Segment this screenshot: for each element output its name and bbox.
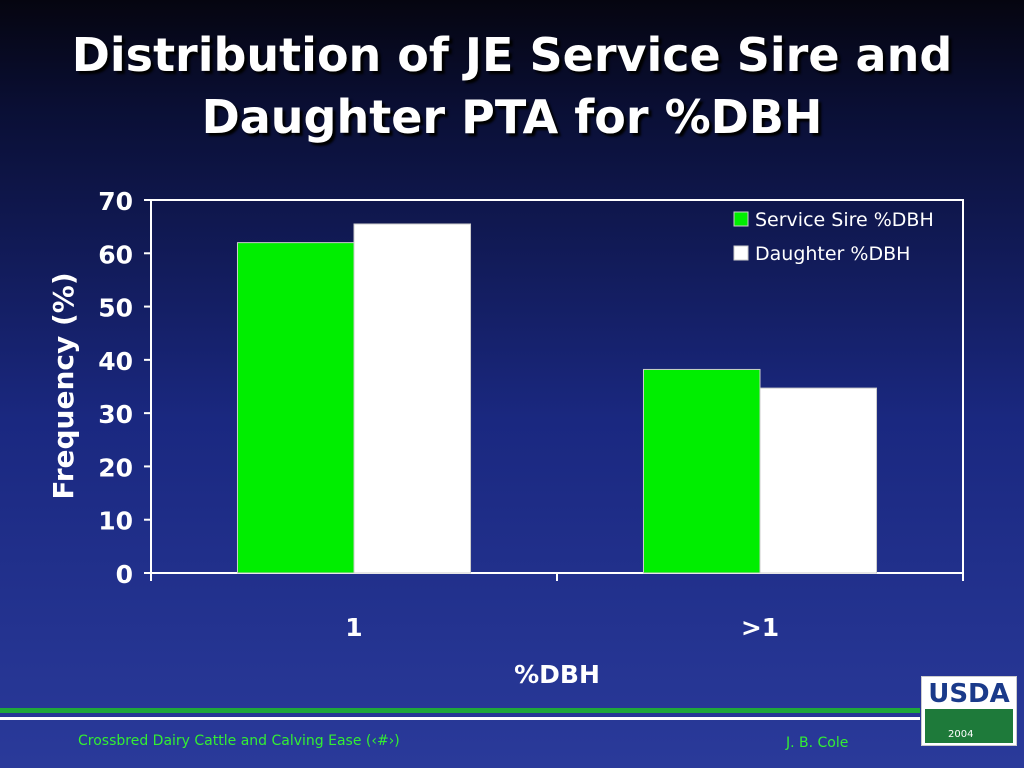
legend-swatch bbox=[733, 211, 749, 227]
bar-service-sire bbox=[642, 368, 761, 574]
legend-label: Service Sire %DBH bbox=[755, 209, 934, 231]
y-tick-label: 20 bbox=[98, 453, 133, 482]
x-tick-label: >1 bbox=[741, 613, 779, 642]
y-tick-label: 0 bbox=[116, 560, 133, 589]
x-axis-label: %DBH bbox=[514, 660, 600, 689]
title-line-1: Distribution of JE Service Sire and bbox=[71, 28, 953, 82]
y-tick-label: 10 bbox=[98, 507, 133, 536]
slide-title: Distribution of JE Service Sire and Daug… bbox=[0, 24, 1024, 148]
y-tick-label: 40 bbox=[98, 347, 133, 376]
y-tick-label: 50 bbox=[98, 294, 133, 323]
logo-year: 2004 bbox=[948, 729, 974, 740]
logo-green-field bbox=[925, 709, 1013, 743]
logo-text: USDA bbox=[928, 679, 1010, 709]
bar-service-sire bbox=[236, 242, 355, 574]
y-tick-label: 60 bbox=[98, 240, 133, 269]
y-tick-label: 30 bbox=[98, 400, 133, 429]
legend-label: Daughter %DBH bbox=[755, 243, 910, 265]
bar-daughter bbox=[353, 223, 472, 574]
footer-title: Crossbred Dairy Cattle and Calving Ease … bbox=[78, 733, 400, 749]
footer-divider-green bbox=[0, 708, 920, 713]
footer-author: J. B. Cole bbox=[786, 735, 849, 751]
x-tick-label: 1 bbox=[345, 613, 362, 642]
bar-daughter bbox=[759, 387, 878, 574]
footer-divider-white bbox=[0, 717, 920, 720]
y-axis-label: Frequency (%) bbox=[47, 272, 80, 499]
legend-swatch bbox=[733, 245, 749, 261]
y-tick-label: 70 bbox=[98, 187, 133, 216]
usda-logo: USDA 2004 bbox=[921, 676, 1017, 746]
title-line-2: Daughter PTA for %DBH bbox=[201, 90, 823, 144]
